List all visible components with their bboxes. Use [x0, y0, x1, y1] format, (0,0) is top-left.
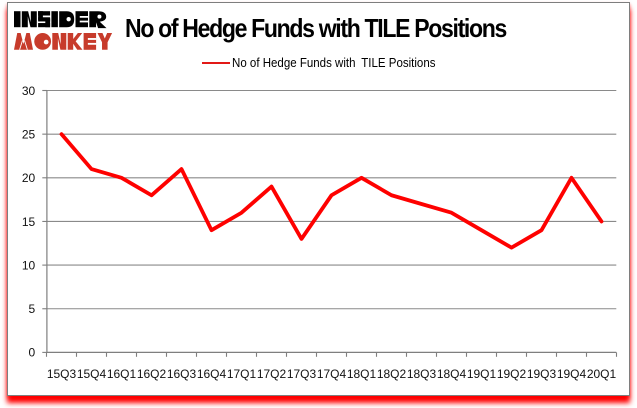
svg-text:18Q1: 18Q1 — [347, 367, 377, 381]
svg-text:17Q4: 17Q4 — [317, 367, 347, 381]
svg-text:17Q1: 17Q1 — [227, 367, 257, 381]
svg-text:18Q4: 18Q4 — [437, 367, 467, 381]
svg-text:16Q4: 16Q4 — [197, 367, 227, 381]
svg-text:16Q3: 16Q3 — [167, 367, 197, 381]
svg-text:16Q1: 16Q1 — [107, 367, 137, 381]
svg-text:10: 10 — [22, 258, 36, 272]
svg-text:16Q2: 16Q2 — [137, 367, 167, 381]
svg-text:19Q2: 19Q2 — [497, 367, 527, 381]
svg-text:18Q2: 18Q2 — [377, 367, 407, 381]
svg-text:20: 20 — [22, 171, 36, 185]
svg-text:17Q3: 17Q3 — [287, 367, 317, 381]
svg-text:15: 15 — [22, 215, 36, 229]
svg-text:19Q4: 19Q4 — [557, 367, 587, 381]
svg-text:18Q3: 18Q3 — [407, 367, 437, 381]
svg-text:15Q4: 15Q4 — [77, 367, 107, 381]
svg-text:17Q2: 17Q2 — [257, 367, 287, 381]
svg-text:20Q1: 20Q1 — [587, 367, 617, 381]
svg-text:15Q3: 15Q3 — [47, 367, 77, 381]
svg-text:0: 0 — [29, 346, 36, 360]
svg-text:5: 5 — [29, 302, 36, 316]
svg-text:25: 25 — [22, 128, 36, 142]
svg-text:19Q1: 19Q1 — [467, 367, 497, 381]
svg-text:30: 30 — [22, 84, 36, 98]
svg-text:19Q3: 19Q3 — [527, 367, 557, 381]
